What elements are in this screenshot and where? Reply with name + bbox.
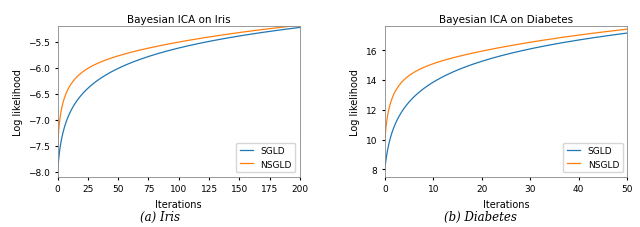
- SGLD: [512, 52, 520, 54]
- SGLD: [623, 32, 631, 35]
- SGLD: [525, 49, 533, 51]
- NSGLD: [580, 34, 588, 37]
- Title: Bayesian ICA on Iris: Bayesian ICA on Iris: [127, 15, 230, 25]
- NSGLD: [169, 43, 177, 45]
- Text: (a) Iris: (a) Iris: [140, 210, 180, 223]
- Line: SGLD: SGLD: [385, 34, 627, 170]
- SGLD: [618, 33, 625, 36]
- NSGLD: [252, 30, 260, 32]
- X-axis label: Iterations: Iterations: [156, 199, 202, 209]
- NSGLD: [185, 40, 193, 42]
- NSGLD: [496, 47, 504, 50]
- Line: NSGLD: NSGLD: [385, 30, 627, 141]
- NSGLD: [623, 29, 631, 31]
- SGLD: [296, 27, 304, 30]
- SGLD: [54, 170, 61, 173]
- NSGLD: [497, 47, 505, 49]
- NSGLD: [618, 29, 625, 32]
- SGLD: [580, 39, 588, 41]
- X-axis label: Iterations: Iterations: [483, 199, 529, 209]
- SGLD: [198, 42, 205, 45]
- Legend: SGLD, NSGLD: SGLD, NSGLD: [563, 143, 623, 173]
- Title: Bayesian ICA on Diabetes: Bayesian ICA on Diabetes: [439, 15, 573, 25]
- SGLD: [291, 28, 298, 30]
- SGLD: [496, 55, 504, 58]
- SGLD: [170, 49, 178, 51]
- Line: SGLD: SGLD: [58, 28, 300, 172]
- NSGLD: [296, 25, 304, 27]
- NSGLD: [291, 25, 298, 28]
- Line: NSGLD: NSGLD: [58, 26, 300, 149]
- Legend: SGLD, NSGLD: SGLD, NSGLD: [236, 143, 296, 173]
- NSGLD: [198, 38, 205, 40]
- SGLD: [185, 45, 193, 48]
- Y-axis label: Log likelihood: Log likelihood: [13, 69, 22, 136]
- NSGLD: [525, 42, 533, 45]
- SGLD: [497, 55, 505, 58]
- SGLD: [381, 168, 388, 171]
- SGLD: [169, 49, 177, 52]
- NSGLD: [170, 42, 178, 45]
- Y-axis label: Log likelihood: Log likelihood: [350, 69, 360, 136]
- SGLD: [252, 33, 260, 36]
- NSGLD: [512, 44, 520, 47]
- NSGLD: [381, 140, 388, 143]
- NSGLD: [54, 147, 61, 150]
- Text: (b) Diabetes: (b) Diabetes: [444, 210, 516, 223]
